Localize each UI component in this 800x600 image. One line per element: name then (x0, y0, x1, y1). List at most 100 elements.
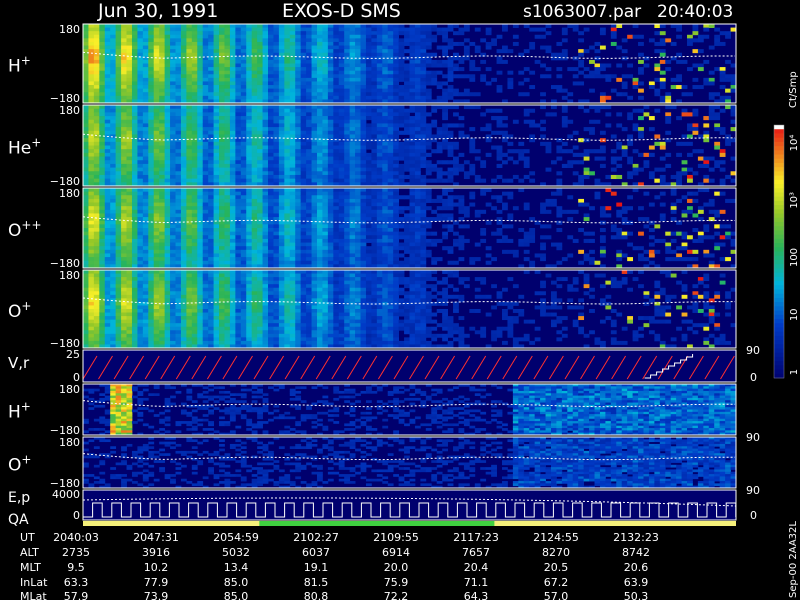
orbit-cell: 10.2 (144, 561, 169, 574)
panels: H+180−180He+180−180O++180−180O+180−180V,… (8, 23, 760, 528)
colorbar-swatch (774, 129, 784, 134)
orbit-cell: 57.9 (64, 590, 89, 600)
colorbar-swatch (774, 264, 784, 269)
colorbar-swatch (774, 259, 784, 265)
panel-5: V,r 25 0 90 0 (8, 344, 760, 384)
orbit-row-label: UT (20, 531, 35, 544)
radius-trace (644, 354, 694, 379)
species-symbol: O (8, 302, 21, 322)
orbit-cell: 75.9 (384, 576, 409, 589)
orbit-cell: 72.2 (384, 590, 409, 600)
colorbar-swatch (774, 327, 784, 333)
colorbar-swatch (774, 226, 784, 231)
right-tick-top: 90 (746, 344, 760, 357)
colorbar-swatch (774, 314, 784, 320)
orbit-cell: 6037 (302, 546, 330, 559)
colorbar-swatch (774, 234, 784, 240)
orbit-cell: 80.8 (304, 590, 329, 600)
colorbar-swatch (774, 125, 784, 130)
header-time: 20:40:03 (657, 2, 733, 22)
orbit-cell: 5032 (222, 546, 250, 559)
orbit-cell: 8742 (622, 546, 650, 559)
orbit-cell: 2047:31 (133, 531, 179, 544)
colorbar-swatch (774, 146, 784, 151)
orbit-cell: 85.0 (224, 576, 249, 589)
orbit-cell: 13.4 (224, 561, 249, 574)
qa-bar-good (259, 521, 495, 526)
panel-frame (82, 187, 737, 269)
panel-3: O++ 180 −180 (8, 187, 737, 270)
orbit-cell: 20.0 (384, 561, 409, 574)
colorbar-swatch (774, 348, 784, 354)
species-charge: + (21, 453, 31, 467)
panel-background (83, 350, 736, 382)
colorbar-swatch (774, 297, 784, 303)
orbit-cell: 81.5 (304, 576, 329, 589)
colorbar-swatch (774, 141, 784, 147)
panel-label-bottom: QA (8, 512, 29, 528)
axis-tick-bottom: −180 (50, 92, 80, 105)
colorbar-swatch (774, 213, 784, 219)
axis-tick-top: 180 (59, 269, 80, 282)
species-charge: ++ (21, 218, 41, 232)
pitch-angle-trace (82, 216, 736, 224)
orbit-cell: 63.3 (64, 576, 89, 589)
colorbar-swatch (774, 247, 784, 252)
orbit-row-label: MLT (20, 561, 41, 574)
colorbar-swatch (774, 369, 784, 375)
axis-tick-bottom: −180 (50, 175, 80, 188)
axis-tick-bottom: −180 (50, 337, 80, 350)
species-charge: + (21, 400, 31, 414)
orbit-cell: 19.1 (304, 561, 329, 574)
colorbar-swatch (774, 373, 784, 379)
orbit-cell: 85.0 (224, 590, 249, 600)
orbit-cell: 2132:23 (613, 531, 659, 544)
orbit-cell: 20.6 (624, 561, 649, 574)
colorbar: 10⁴ 10³ 100 10 1 (773, 124, 800, 379)
panel-label-top: E,p (8, 490, 30, 506)
panel-8: E,p QA 4000 0 90 0 (8, 484, 760, 528)
panel-frame (82, 104, 737, 187)
colorbar-swatch (774, 276, 784, 282)
right-tick-top: 90 (746, 431, 760, 444)
orbit-cell: 20.5 (544, 561, 569, 574)
orbit-cell: 63.9 (624, 576, 649, 589)
orbit-cell: 2735 (62, 546, 90, 559)
orbit-cell: 3916 (142, 546, 170, 559)
colorbar-swatch (774, 285, 784, 290)
colorbar-swatch (774, 365, 784, 371)
colorbar-swatch (774, 171, 784, 177)
orbit-cell: 77.9 (144, 576, 169, 589)
colorbar-swatch (774, 209, 784, 215)
pitch-angle-trace (82, 297, 735, 305)
colorbar-swatch (774, 154, 784, 160)
panel-2: He+180−180 (8, 104, 737, 188)
colorbar-swatch (774, 318, 784, 324)
pitch-angle-trace (82, 51, 735, 59)
axis-tick-top: 180 (59, 187, 80, 200)
colorbar-swatch (774, 175, 784, 181)
orbit-cell: 2040:03 (53, 531, 99, 544)
colorbar-swatch (774, 230, 784, 236)
orbit-cell: 57.0 (544, 590, 569, 600)
species-label: H+ (8, 400, 31, 423)
panel-frame (82, 489, 737, 521)
colorbar-unit-label: Ct/Smp (788, 71, 799, 108)
colorbar-swatch (774, 238, 784, 244)
species-label: He+ (8, 136, 41, 159)
colorbar-swatch (774, 251, 784, 257)
species-charge: + (21, 54, 31, 68)
species-label: O++ (8, 218, 42, 241)
orbit-cell: 2054:59 (213, 531, 259, 544)
colorbar-swatch (774, 331, 784, 337)
species-symbol: O (8, 221, 21, 241)
colorbar-swatch (774, 162, 784, 168)
right-tick-bottom: 0 (750, 371, 757, 384)
orbit-cell: 71.1 (464, 576, 489, 589)
colorbar-swatch (774, 272, 784, 278)
orbit-cell: 50.3 (624, 590, 649, 600)
orbit-cell: 6914 (382, 546, 410, 559)
colorbar-tick: 1 (789, 369, 800, 375)
